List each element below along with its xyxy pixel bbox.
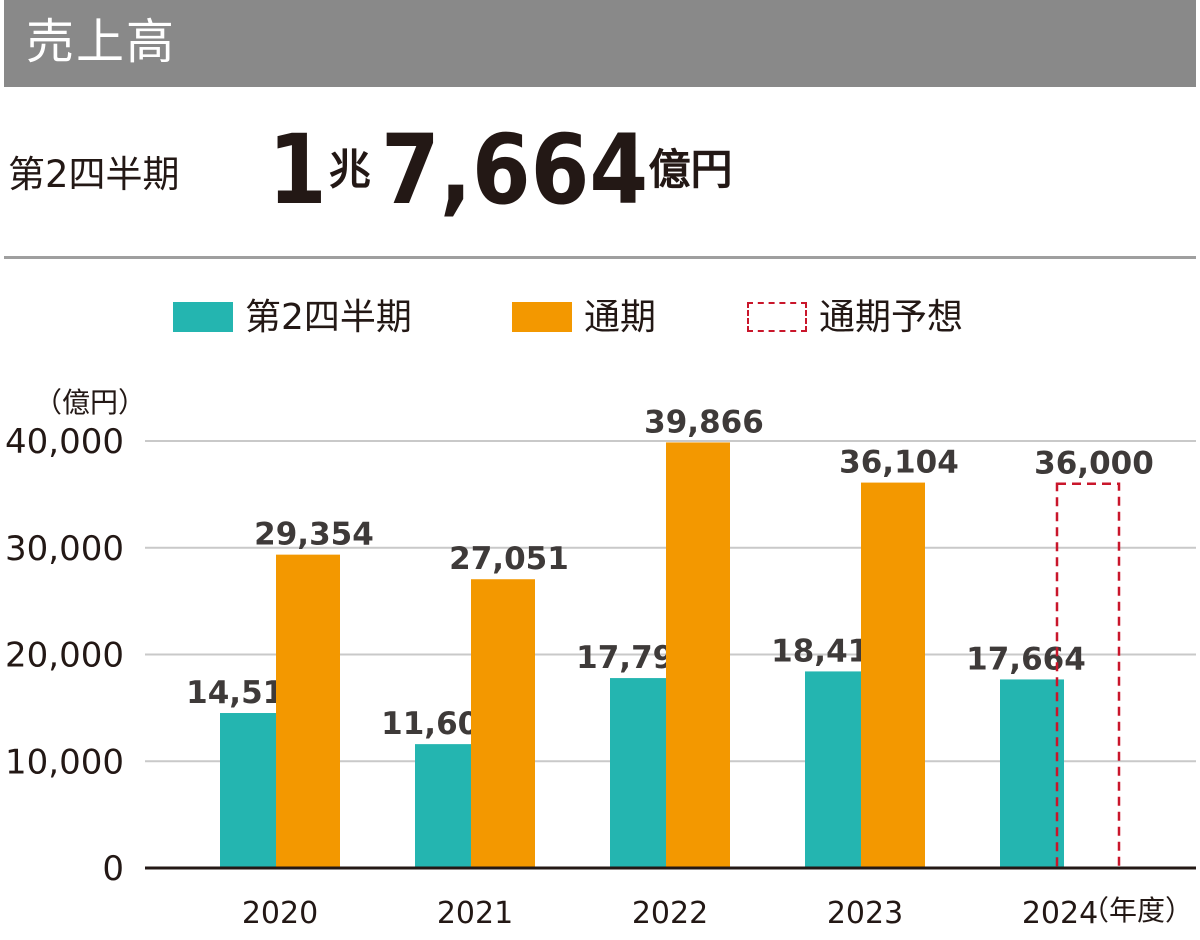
bar-fy (861, 482, 925, 868)
y-tick-label: 40,000 (5, 422, 124, 462)
legend-label-q2: 第2四半期 (245, 297, 412, 338)
section-title-bar: 売上高 (4, 0, 1196, 87)
headline-label: 第2四半期 (8, 153, 180, 196)
headline-unit-cho: 兆 (328, 145, 371, 194)
x-tick-label: 2024 (1022, 896, 1098, 931)
bar-fy (666, 442, 730, 868)
y-tick-label: 30,000 (5, 529, 124, 569)
y-tick-label: 0 (102, 849, 124, 889)
bar-forecast (1055, 482, 1121, 870)
data-label: 39,866 (644, 404, 764, 440)
x-tick-label: 2023 (827, 896, 903, 931)
headline-unit-oku: 億円 (648, 145, 733, 194)
headline-value-oku: 7,664 (380, 114, 649, 226)
legend-label-forecast: 通期予想 (819, 297, 964, 338)
x-tick-label: 2022 (632, 896, 708, 931)
data-label: 27,051 (449, 541, 569, 577)
y-tick-label: 20,000 (5, 636, 124, 676)
bar-fy (471, 579, 535, 868)
data-label: 36,104 (839, 445, 959, 481)
legend-swatch-fy (512, 302, 572, 332)
section-title: 売上高 (26, 14, 177, 70)
bar-q2 (805, 671, 869, 868)
y-unit-label: （億円） (34, 386, 146, 419)
bar-q2 (610, 678, 674, 868)
y-tick-label: 10,000 (5, 742, 124, 782)
headline-value: 1兆 7,664億円 (268, 110, 732, 230)
bar-fy (276, 554, 340, 868)
x-tick-label: 2020 (242, 896, 318, 931)
headline-value-cho: 1 (268, 114, 327, 226)
x-unit-label: （年度） (1081, 894, 1193, 927)
divider (4, 256, 1196, 259)
data-label: 17,664 (966, 641, 1086, 677)
bar-q2 (220, 713, 284, 868)
bar-q2 (1000, 679, 1064, 868)
data-label: 36,000 (1034, 446, 1154, 482)
legend-label-fy: 通期 (584, 297, 657, 338)
data-label: 29,354 (254, 517, 374, 553)
x-tick-label: 2021 (437, 896, 513, 931)
legend-swatch-forecast (747, 302, 807, 332)
bar-q2 (415, 744, 479, 868)
legend-swatch-q2 (173, 302, 233, 332)
headline: 第2四半期 1兆 7,664億円 (4, 110, 1196, 240)
legend: 第2四半期 通期 通期予想 (0, 290, 1200, 346)
